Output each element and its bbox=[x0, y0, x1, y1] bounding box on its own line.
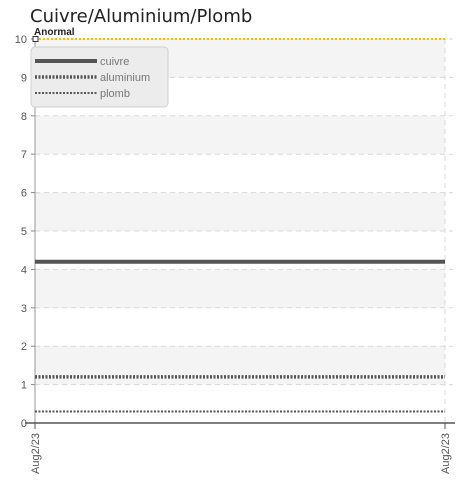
y-tick-label: 3 bbox=[21, 303, 27, 315]
y-tick-label: 6 bbox=[21, 188, 27, 200]
grid-band bbox=[35, 115, 445, 155]
grid-band bbox=[35, 346, 445, 385]
x-tick-label: Aug2/23 bbox=[30, 433, 42, 474]
y-tick-label: 10 bbox=[15, 34, 27, 46]
y-tick-label: 9 bbox=[21, 72, 27, 84]
threshold-label: Anormal bbox=[34, 27, 75, 38]
y-tick-label: 2 bbox=[21, 341, 27, 353]
y-tick-label: 8 bbox=[21, 111, 27, 123]
legend-label-plomb: plomb bbox=[100, 88, 130, 100]
legend-label-aluminium: aluminium bbox=[100, 72, 150, 84]
tick-labels: 0 1 2 3 4 5 6 7 8 9 10 Aug2/23 Aug2/23 bbox=[15, 34, 452, 474]
grid-band bbox=[35, 269, 445, 308]
y-tick-label: 5 bbox=[21, 226, 27, 238]
legend-label-cuivre: cuivre bbox=[100, 56, 129, 68]
grid-band bbox=[35, 192, 445, 231]
threshold-annotation: Anormal bbox=[32, 27, 447, 42]
y-tick-label: 0 bbox=[21, 418, 27, 430]
threshold-marker bbox=[32, 36, 39, 42]
chart-title: Cuivre/Aluminium/Plomb bbox=[30, 6, 253, 27]
y-tick-label: 7 bbox=[21, 149, 27, 161]
x-tick-label: Aug2/23 bbox=[440, 433, 452, 474]
legend: cuivre aluminium plomb bbox=[30, 46, 169, 108]
y-tick-label: 4 bbox=[21, 264, 27, 276]
series-lines bbox=[35, 259, 445, 413]
plot-bands bbox=[35, 39, 445, 385]
y-tick-label: 1 bbox=[21, 380, 27, 392]
